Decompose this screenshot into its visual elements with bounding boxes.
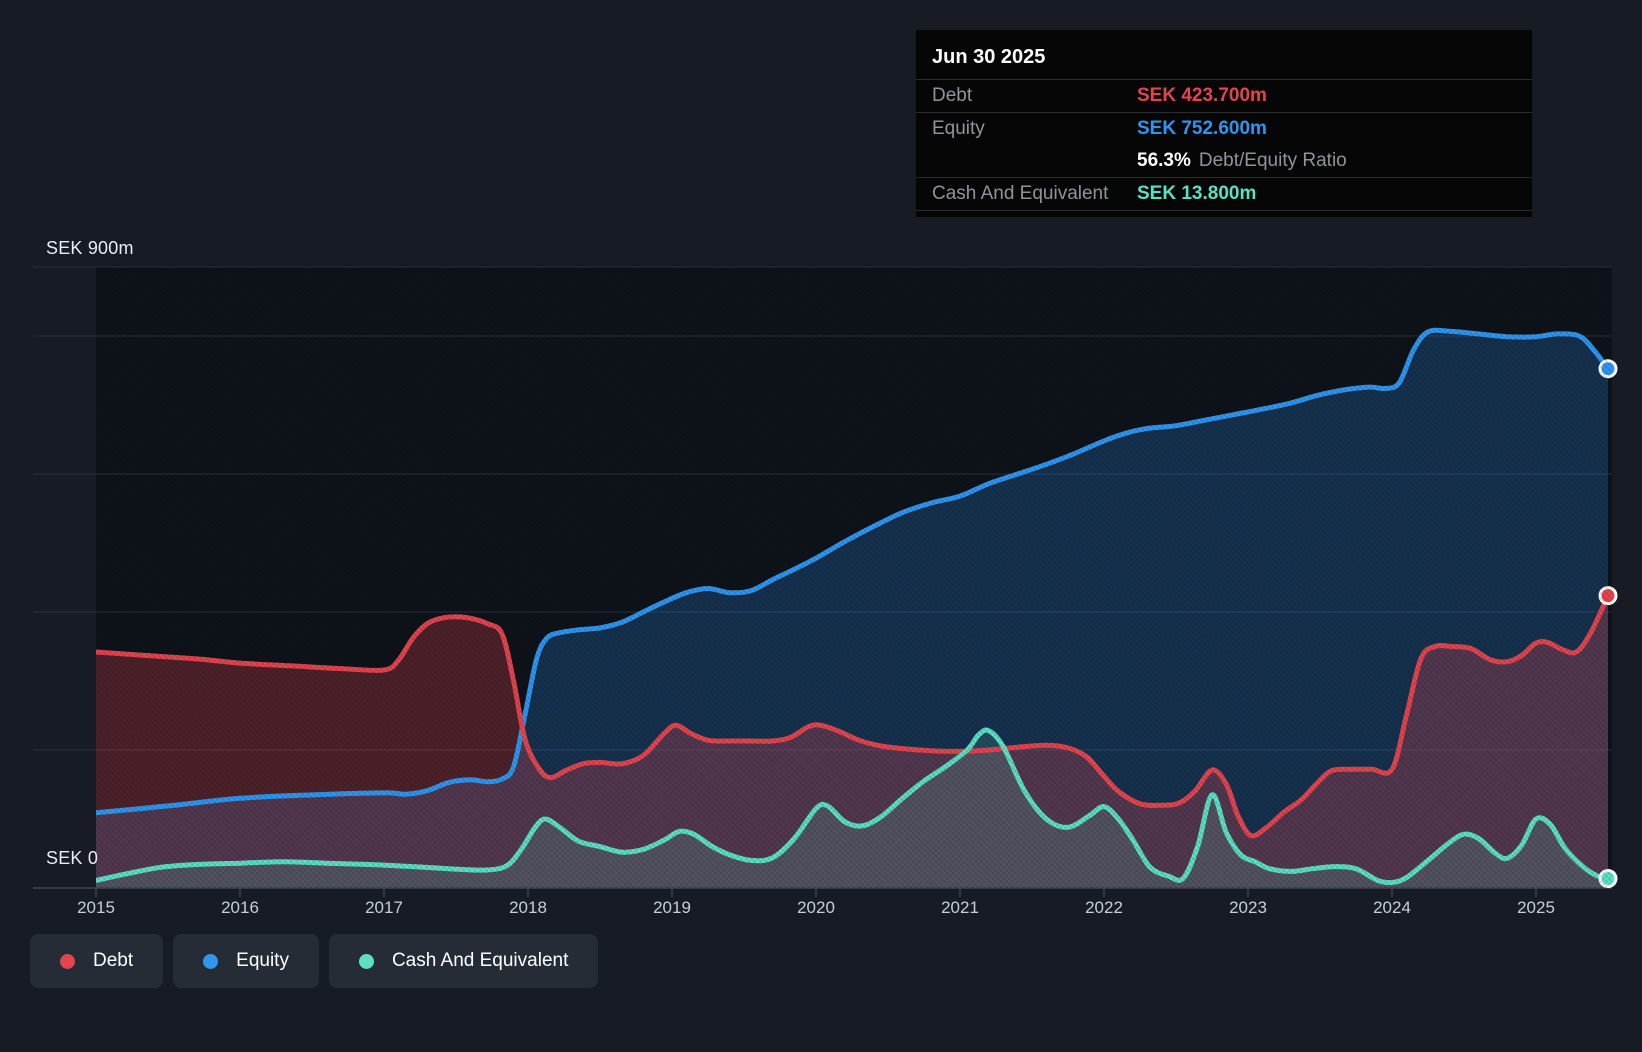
x-tick-label-2017: 2017: [354, 898, 414, 918]
debt-series-dot-icon: [60, 954, 75, 969]
legend-cash-label: Cash And Equivalent: [392, 950, 568, 972]
cash-series-dot-icon: [359, 954, 374, 969]
tooltip-row-debt: Debt SEK 423.700m: [916, 80, 1532, 113]
tooltip-row-cash: Cash And Equivalent SEK 13.800m: [916, 178, 1532, 211]
legend-equity-label: Equity: [236, 950, 289, 972]
x-tick-label-2025: 2025: [1506, 898, 1566, 918]
endpoint-dot-cash[interactable]: [1600, 870, 1616, 886]
tooltip-ratio-value: 56.3%: [1137, 150, 1191, 172]
x-tick-label-2020: 2020: [786, 898, 846, 918]
y-axis-zero-label: SEK 0: [46, 848, 98, 869]
tooltip-equity-value: SEK 752.600m: [1137, 118, 1267, 140]
tooltip-debt-label: Debt: [932, 85, 1137, 107]
x-tick-label-2019: 2019: [642, 898, 702, 918]
tooltip-row-equity: Equity SEK 752.600m: [916, 113, 1532, 145]
legend-item-cash[interactable]: Cash And Equivalent: [329, 934, 598, 988]
legend-item-equity[interactable]: Equity: [173, 934, 319, 988]
tooltip-ratio-label: Debt/Equity Ratio: [1199, 150, 1347, 172]
endpoint-dot-equity[interactable]: [1600, 361, 1616, 377]
x-tick-label-2021: 2021: [930, 898, 990, 918]
x-tick-label-2016: 2016: [210, 898, 270, 918]
endpoint-dot-debt[interactable]: [1600, 588, 1616, 604]
x-tick-label-2024: 2024: [1362, 898, 1422, 918]
tooltip-debt-value: SEK 423.700m: [1137, 85, 1267, 107]
legend: Debt Equity Cash And Equivalent: [30, 934, 598, 988]
legend-item-debt[interactable]: Debt: [30, 934, 163, 988]
x-tick-label-2018: 2018: [498, 898, 558, 918]
x-tick-label-2023: 2023: [1218, 898, 1278, 918]
page: { "y_axis": { "top_label": "SEK 900m", "…: [0, 0, 1642, 1052]
tooltip-cash-value: SEK 13.800m: [1137, 183, 1256, 205]
x-tick-label-2015: 2015: [66, 898, 126, 918]
tooltip-equity-label: Equity: [932, 118, 1137, 140]
tooltip-row-ratio: 56.3% Debt/Equity Ratio: [916, 145, 1532, 178]
tooltip-date: Jun 30 2025: [916, 34, 1532, 80]
legend-debt-label: Debt: [93, 950, 133, 972]
y-axis-max-label: SEK 900m: [46, 238, 134, 259]
chart-tooltip: Jun 30 2025 Debt SEK 423.700m Equity SEK…: [916, 30, 1532, 217]
tooltip-cash-label: Cash And Equivalent: [932, 183, 1137, 205]
x-tick-label-2022: 2022: [1074, 898, 1134, 918]
equity-series-dot-icon: [203, 954, 218, 969]
